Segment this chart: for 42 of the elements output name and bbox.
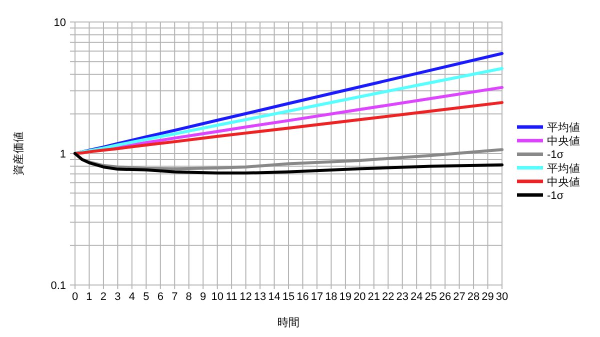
- legend-label: 中央値: [547, 175, 580, 188]
- x-tick-label: 29: [482, 291, 494, 303]
- x-tick-label: 25: [424, 291, 437, 303]
- x-tick-label: 9: [200, 291, 206, 303]
- x-tick-label: 21: [368, 291, 380, 303]
- x-tick-label: 12: [240, 291, 252, 303]
- x-tick-label: 30: [496, 291, 508, 303]
- legend-label: 平均値: [547, 162, 580, 175]
- y-tick-label: 1: [60, 148, 66, 160]
- x-tick-label: 7: [172, 291, 178, 303]
- legend-label: 平均値: [547, 122, 580, 134]
- x-tick-label: 18: [325, 291, 338, 303]
- x-tick-label: 23: [396, 291, 408, 303]
- x-tick-label: 16: [296, 291, 309, 303]
- x-tick-label: 1: [86, 291, 92, 303]
- x-tick-label: 20: [354, 291, 366, 303]
- x-tick-label: 2: [100, 291, 107, 303]
- x-tick-label: 19: [339, 291, 352, 303]
- x-tick-label: 6: [157, 291, 164, 303]
- y-axis-title: 資産価値: [12, 132, 25, 176]
- x-tick-label: 24: [410, 291, 423, 303]
- x-tick-label: 5: [143, 291, 150, 303]
- x-tick-label: 28: [467, 291, 480, 303]
- x-tick-label: 4: [128, 291, 135, 303]
- x-axis-title: 時間: [278, 316, 300, 329]
- x-tick-label: 13: [254, 291, 266, 303]
- x-tick-label: 26: [438, 291, 452, 303]
- x-tick-label: 0: [72, 291, 78, 303]
- x-tick-label: 8: [186, 291, 192, 303]
- y-tick-label: 10: [54, 17, 66, 29]
- legend-label: -1σ: [547, 190, 564, 202]
- legend-label: 中央値: [547, 134, 580, 148]
- y-tick-label: 0.1: [50, 280, 66, 292]
- x-tick-label: 15: [282, 291, 295, 303]
- legend-label: -1σ: [547, 149, 564, 162]
- x-tick-label: 3: [114, 291, 121, 303]
- x-tick-label: 10: [211, 291, 224, 303]
- x-tick-label: 14: [268, 291, 280, 303]
- x-tick-label: 22: [382, 291, 394, 303]
- x-tick-label: 17: [310, 291, 324, 303]
- x-tick-label: 11: [226, 291, 238, 303]
- x-tick-label: 27: [453, 291, 466, 303]
